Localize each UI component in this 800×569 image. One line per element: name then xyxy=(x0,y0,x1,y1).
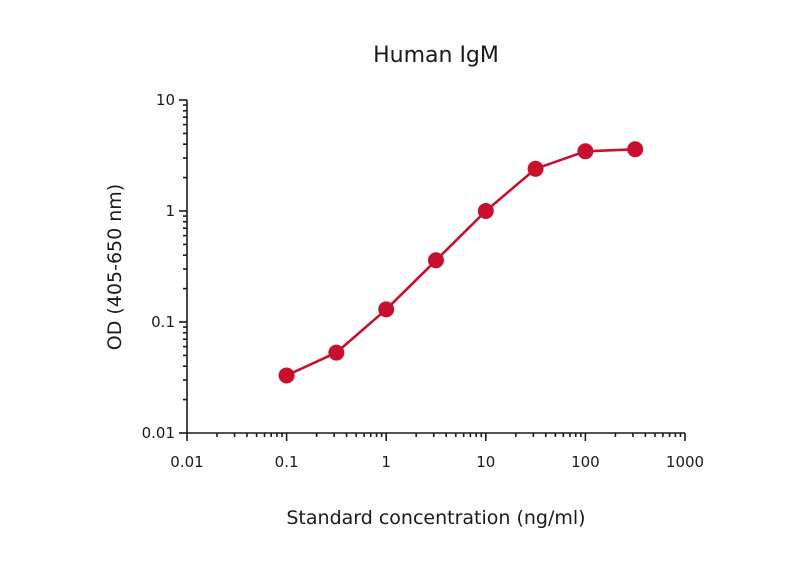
chart-title: Human IgM xyxy=(373,43,499,68)
data-point xyxy=(477,203,494,219)
x-tick-label: 0.1 xyxy=(275,453,299,471)
data-point xyxy=(328,344,345,361)
axes xyxy=(186,100,685,434)
data-point xyxy=(278,367,295,384)
y-tick-label: 0.1 xyxy=(151,313,175,331)
y-tick-label: 1 xyxy=(165,202,175,220)
data-point xyxy=(627,141,644,158)
y-tick-label: 0.01 xyxy=(142,424,175,442)
series-line xyxy=(286,148,636,377)
x-tick-label: 1000 xyxy=(666,453,704,471)
x-tick-label: 1 xyxy=(381,453,391,471)
data-point xyxy=(527,160,544,177)
y-tick-label: 10 xyxy=(156,91,175,109)
x-axis-label: Standard concentration (ng/ml) xyxy=(286,507,585,529)
series-layer xyxy=(278,141,644,384)
data-point xyxy=(378,301,395,318)
data-point xyxy=(427,252,444,269)
x-tick-label: 100 xyxy=(571,453,600,471)
ticks: 0.01 0.1 1 10 100 1000 0.01 0.1 1 10 xyxy=(142,91,705,471)
x-tick-label: 10 xyxy=(476,453,495,471)
y-axis-label: OD (405-650 nm) xyxy=(104,184,126,350)
x-tick-label: 0.01 xyxy=(170,453,203,471)
data-point xyxy=(577,143,594,160)
